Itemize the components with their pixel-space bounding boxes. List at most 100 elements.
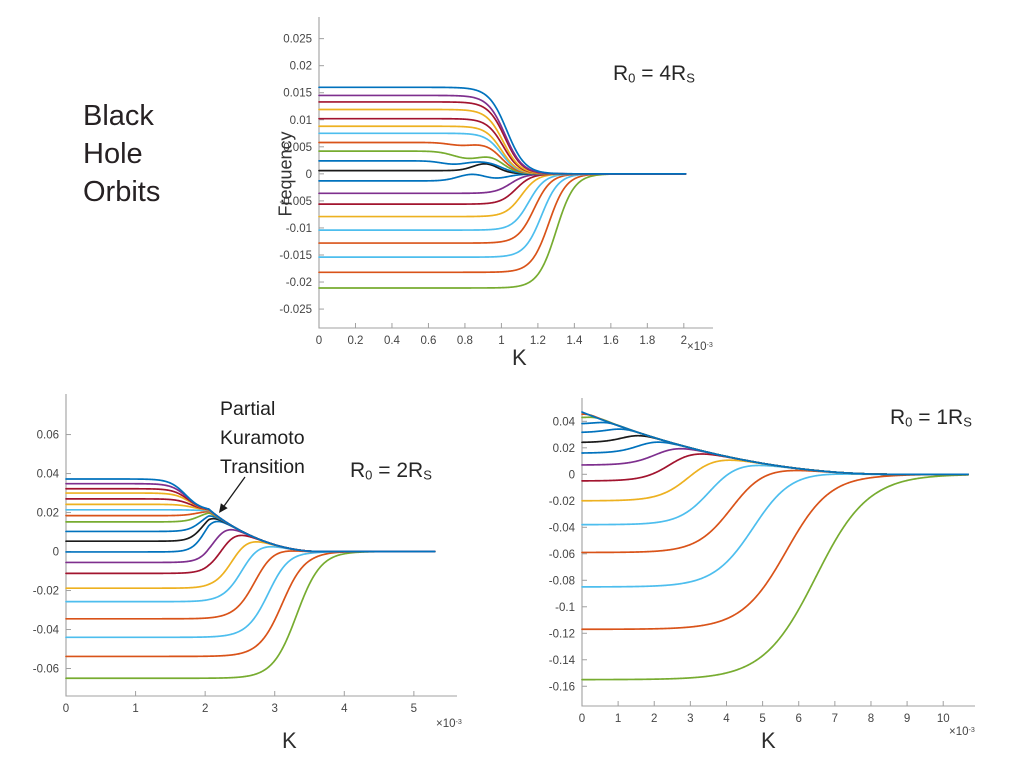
x-tick-label: 1 [498, 335, 504, 347]
series-curve-blue [318, 86, 687, 175]
x-tick-label: 5 [411, 703, 417, 715]
annotation-r0-1rs: R0 = 1RS [890, 406, 972, 430]
annotation-arrow-line [223, 476, 246, 507]
x-axis-label-plot3: K [761, 728, 776, 753]
series-curve-lightblue [65, 550, 436, 639]
series-curve-green [65, 550, 436, 680]
y-tick-label: 0.005 [283, 142, 312, 154]
x-scale-exponent-plot2: ×10-3 [436, 718, 462, 731]
x-tick-label: 3 [272, 703, 278, 715]
y-tick-label: -0.1 [555, 602, 575, 614]
plot-r0-1rs: 0 1 2 3 4 5 6 7 8 9 10 -0.16 -0.14 -0.12 -0.1 -0.08 -0.0… [549, 398, 975, 725]
y-tick-label: -0.06 [549, 549, 575, 561]
series-curve-orange [65, 550, 436, 658]
x-tick-label: 1.4 [566, 335, 583, 347]
y-tick-label: -0.005 [279, 196, 312, 208]
x-axis-label-plot1: K [512, 345, 527, 370]
series-curve-blue [65, 478, 436, 553]
x-tick-label: 0.8 [457, 335, 473, 347]
x-tick-label: 8 [868, 713, 874, 725]
x-tick-label: 0 [63, 703, 69, 715]
x-tick-label: 3 [687, 713, 693, 725]
annotation-arrow-head [219, 503, 228, 513]
series-curve-purple [581, 447, 969, 476]
series-curve-blue [318, 173, 687, 182]
series-curve-blue [581, 411, 969, 476]
y-tick-label: -0.025 [279, 304, 312, 316]
partial-kuramoto-transition-note: Partial Kuramoto Transition [220, 398, 305, 478]
x-tick-label: 6 [796, 713, 802, 725]
y-tick-label: -0.015 [279, 250, 312, 262]
x-tick-label: 1 [615, 713, 621, 725]
y-tick-label: -0.16 [549, 681, 575, 693]
y-tick-label: 0.04 [37, 469, 60, 481]
x-axis-label-plot2: K [282, 728, 297, 753]
y-tick-label: 0.01 [290, 115, 312, 127]
y-tick-label: 0 [569, 469, 575, 481]
series-curve-darkred [581, 453, 969, 482]
plot-r0-1rs-curves [581, 411, 969, 681]
x-tick-label: 9 [904, 713, 910, 725]
x-tick-label: 7 [832, 713, 838, 725]
tick-labels: 0 1 2 3 4 5 -0.06 -0.04 -0.02 0 0.02 0.04 0.06 [33, 430, 417, 715]
x-tick-label: 1.6 [603, 335, 619, 347]
y-tick-label: 0.015 [283, 88, 312, 100]
series-curve-black [318, 162, 687, 175]
tick-labels: 0 1 2 3 4 5 6 7 8 9 10 -0.16 -0.14 -0.12 -0.1 -0.08 -0.0… [549, 416, 950, 725]
y-tick-label: 0 [306, 169, 312, 181]
plot-r0-4rs-curves [318, 86, 687, 289]
x-tick-label: 0.2 [347, 335, 363, 347]
plot-r0-2rs-curves [65, 478, 436, 680]
x-tick-label: 0 [316, 335, 322, 347]
y-tick-label: 0.06 [37, 430, 59, 442]
x-tick-label: 10 [937, 713, 950, 725]
x-tick-label: 4 [341, 703, 348, 715]
tick-marks [318, 38, 685, 328]
y-tick-label: 0.02 [290, 61, 312, 73]
series-curve-purple [318, 94, 687, 175]
x-scale-exponent-plot1: ×10-3 [687, 341, 713, 354]
y-tick-label: -0.04 [33, 625, 60, 637]
annotation-r0-2rs: R0 = 2RS [350, 459, 432, 483]
tick-labels: 0 0.2 0.4 0.6 0.8 1 1.2 1.4 1.6 1.8 2 -0.025 -0.02 -0… [279, 34, 687, 347]
annotation-r0-4rs: R0 = 4RS [613, 62, 695, 86]
x-tick-label: 1.8 [639, 335, 655, 347]
plot-r0-2rs: 0 1 2 3 4 5 -0.06 -0.04 -0.02 0 0.02 0.04 0.06 [33, 394, 457, 715]
x-tick-label: 2 [651, 713, 657, 725]
x-tick-label: 5 [759, 713, 765, 725]
y-tick-label: -0.12 [549, 628, 575, 640]
y-tick-label: -0.01 [286, 223, 312, 235]
y-tick-label: 0.04 [553, 416, 576, 428]
y-tick-label: 0.02 [553, 443, 575, 455]
x-tick-label: 0 [579, 713, 585, 725]
series-curve-orange [581, 469, 969, 554]
series-curve-orange [65, 550, 436, 620]
series-curve-yellow [65, 541, 436, 590]
x-scale-exponent-plot3: ×10-3 [949, 726, 975, 739]
y-axis-label-frequency: Frequency [275, 131, 296, 217]
y-tick-label: -0.06 [33, 664, 59, 676]
y-tick-label: 0.02 [37, 508, 59, 520]
y-tick-label: 0 [53, 547, 59, 559]
y-tick-label: -0.02 [33, 586, 59, 598]
series-curve-blue [581, 441, 969, 476]
y-tick-label: 0.025 [283, 34, 312, 46]
series-curve-lightblue [318, 173, 687, 231]
x-tick-label: 1.2 [530, 335, 546, 347]
y-tick-label: -0.14 [549, 655, 576, 667]
y-tick-label: -0.04 [549, 522, 576, 534]
y-tick-label: -0.02 [549, 496, 575, 508]
tick-marks [65, 434, 415, 696]
x-tick-label: 4 [723, 713, 730, 725]
page-title: Black Hole Orbits [83, 100, 161, 208]
x-tick-label: 0.6 [420, 335, 436, 347]
series-curve-green [581, 474, 969, 681]
y-tick-label: -0.02 [286, 277, 312, 289]
series-curve-yellow [65, 503, 436, 553]
y-tick-label: -0.08 [549, 575, 575, 587]
series-curve-black [581, 434, 969, 476]
x-tick-label: 2 [202, 703, 208, 715]
x-tick-label: 1 [132, 703, 138, 715]
